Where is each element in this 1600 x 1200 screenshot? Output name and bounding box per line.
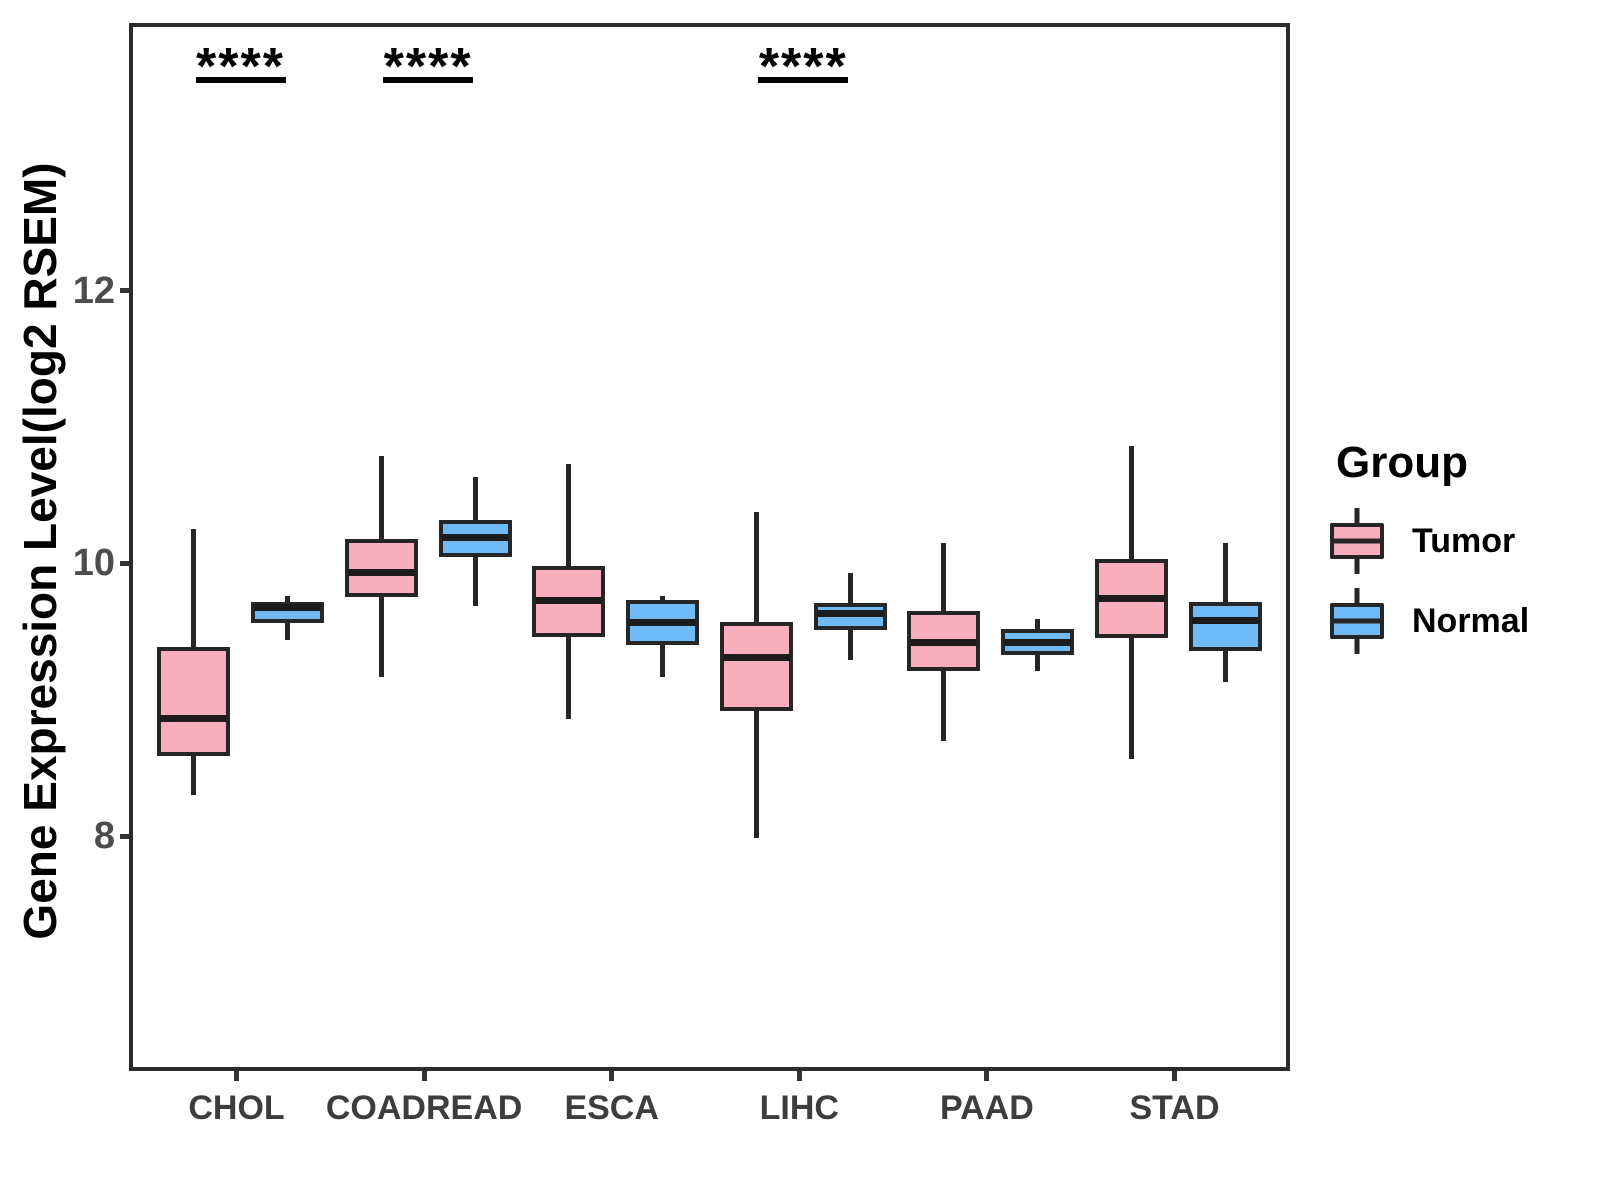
x-tick-mark — [796, 1071, 802, 1081]
x-tick-label-stad: STAD — [1129, 1089, 1220, 1127]
legend: Group Tumor Normal — [1330, 438, 1529, 668]
boxplot-median-line — [910, 639, 978, 647]
boxplot-box-normal — [1189, 601, 1262, 651]
plot-panel: **** **** **** — [129, 23, 1290, 1071]
boxplot-median-line — [1192, 617, 1259, 625]
significance-stars: **** — [758, 38, 848, 96]
significance-bar — [383, 77, 474, 83]
significance-stars: **** — [196, 38, 285, 96]
x-tick-label-esca: ESCA — [564, 1089, 659, 1127]
tumor-boxplot-key-icon — [1330, 508, 1384, 574]
boxplot-median-line — [441, 533, 509, 541]
significance-stars: **** — [383, 38, 473, 96]
legend-label-normal: Normal — [1412, 601, 1530, 640]
boxplot-median-line — [1098, 595, 1165, 603]
significance-bar — [195, 77, 286, 83]
y-tick-mark — [120, 833, 129, 839]
x-tick-label-lihc: LIHC — [759, 1089, 839, 1127]
x-tick-mark — [609, 1071, 615, 1081]
boxplot-median-line — [816, 610, 884, 618]
legend-label-tumor: Tumor — [1412, 521, 1516, 560]
normal-boxplot-key-icon — [1330, 588, 1384, 654]
y-tick-mark — [120, 288, 129, 293]
legend-title: Group — [1336, 438, 1468, 487]
boxplot-box-tumor — [157, 646, 230, 756]
plot-area: **** **** **** — [133, 27, 1286, 1067]
significance-bar — [758, 77, 849, 83]
x-tick-mark — [984, 1071, 990, 1081]
legend-entry-tumor: Tumor — [1330, 508, 1529, 574]
boxplot-median-line — [254, 603, 321, 611]
boxplot-box-tumor — [719, 622, 793, 711]
legend-entry-normal: Normal — [1330, 588, 1529, 654]
boxplot-median-line — [1004, 639, 1072, 647]
x-tick-label-paad: PAAD — [939, 1089, 1034, 1127]
boxplot-median-line — [160, 715, 227, 723]
y-tick-label: 12 — [72, 269, 115, 312]
boxplot-box-tumor — [344, 538, 418, 598]
boxplot-median-line — [347, 569, 415, 577]
x-tick-label-coadread: COADREAD — [325, 1089, 523, 1127]
boxplot-median-line — [535, 596, 603, 604]
y-tick-label: 8 — [93, 815, 115, 858]
boxplot-median-line — [722, 654, 790, 662]
x-tick-mark — [234, 1071, 239, 1081]
y-tick-mark — [120, 560, 129, 566]
y-tick-label: 10 — [72, 542, 115, 585]
x-tick-label-chol: CHOL — [188, 1089, 285, 1127]
x-tick-mark — [1172, 1071, 1177, 1081]
boxplot-median-line — [629, 618, 697, 626]
x-tick-mark — [421, 1071, 427, 1081]
